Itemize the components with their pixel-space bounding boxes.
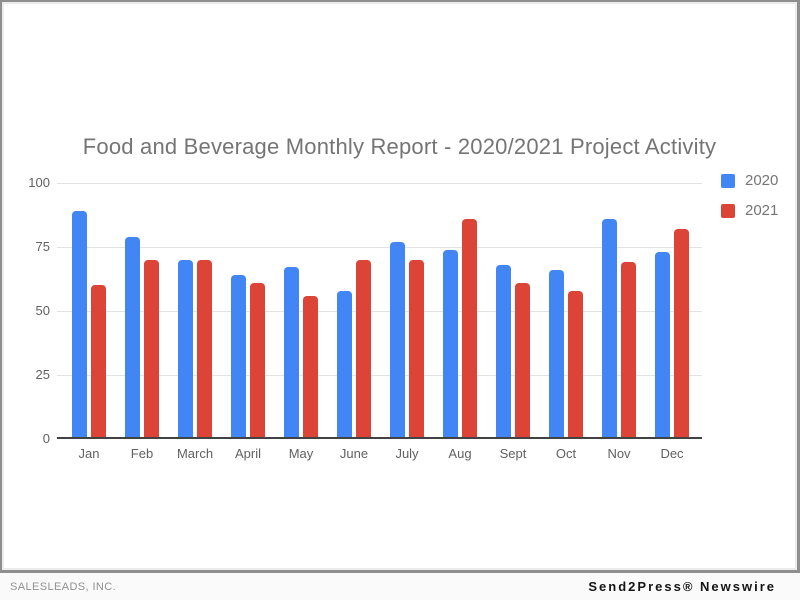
- bar-2020-dec: [655, 252, 670, 439]
- chart-image-frame: Food and Beverage Monthly Report - 2020/…: [0, 0, 800, 573]
- x-tick-label-july: July: [395, 446, 419, 461]
- x-tick-label-dec: Dec: [660, 446, 684, 461]
- bar-2021-sept: [515, 282, 530, 439]
- footer-brand-left: SALESLEADS, INC.: [10, 580, 117, 593]
- footer: SALESLEADS, INC. Send2Press® Newswire: [0, 573, 800, 600]
- bar-2020-nov: [602, 218, 617, 439]
- bar-2020-june: [337, 290, 352, 439]
- gridline-75: [57, 246, 702, 248]
- x-tick-label-oct: Oct: [555, 446, 577, 461]
- bar-2021-dec: [674, 229, 689, 439]
- footer-brand-right: Send2Press® Newswire: [588, 579, 776, 594]
- legend: 2020 2021: [721, 172, 799, 232]
- bar-2020-feb: [125, 236, 140, 439]
- x-tick-label-april: April: [234, 446, 261, 461]
- gridline-100: [57, 182, 702, 184]
- x-tick-label-sept: Sept: [499, 446, 527, 461]
- x-tick-label-nov: Nov: [607, 446, 631, 461]
- y-tick-label-25: 25: [35, 367, 50, 382]
- bar-2020-march: [178, 259, 193, 439]
- x-tick-label-jan: Jan: [78, 446, 100, 461]
- plot-area: [57, 182, 702, 439]
- bar-2020-oct: [549, 270, 564, 439]
- bar-2020-may: [284, 267, 299, 439]
- bar-2021-march: [197, 259, 212, 439]
- y-tick-label-0: 0: [42, 431, 50, 446]
- x-axis-line: [57, 437, 702, 439]
- legend-item-2020: 2020: [721, 172, 799, 189]
- chart-title: Food and Beverage Monthly Report - 2020/…: [82, 134, 717, 159]
- y-tick-label-100: 100: [28, 175, 50, 190]
- bar-2021-july: [409, 259, 424, 439]
- bar-2020-april: [231, 275, 246, 439]
- gridline-50: [57, 310, 702, 312]
- bar-2020-jan: [72, 211, 87, 439]
- legend-swatch-2020: [721, 173, 735, 188]
- gridline-25: [57, 374, 702, 376]
- bar-2020-sept: [496, 264, 511, 439]
- bar-2021-june: [356, 259, 371, 439]
- legend-label-2020: 2020: [745, 172, 779, 189]
- bar-2021-april: [250, 282, 265, 439]
- bar-2021-feb: [144, 259, 159, 439]
- x-tick-label-march: March: [176, 446, 214, 461]
- y-tick-label-75: 75: [35, 239, 50, 254]
- bar-2020-aug: [443, 249, 458, 439]
- legend-item-2021: 2021: [721, 202, 799, 219]
- y-tick-label-50: 50: [35, 303, 50, 318]
- x-tick-label-aug: Aug: [448, 446, 472, 461]
- bar-2021-may: [303, 295, 318, 439]
- legend-label-2021: 2021: [745, 202, 779, 219]
- bar-2021-jan: [91, 285, 106, 439]
- bar-2020-july: [390, 241, 405, 439]
- x-tick-label-feb: Feb: [130, 446, 154, 461]
- bar-2021-oct: [568, 290, 583, 439]
- legend-swatch-2021: [721, 203, 735, 218]
- x-tick-label-may: May: [288, 446, 314, 461]
- bar-2021-nov: [621, 262, 636, 439]
- bar-2021-aug: [462, 218, 477, 439]
- x-tick-label-june: June: [339, 446, 369, 461]
